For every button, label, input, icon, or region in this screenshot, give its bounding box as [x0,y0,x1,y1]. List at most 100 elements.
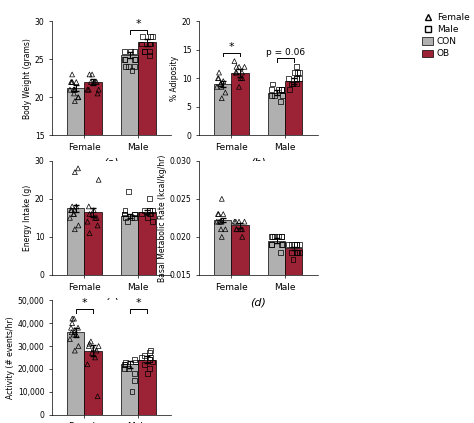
Point [278,241,286,248]
Point [87,79,95,85]
Bar [138,360,155,415]
Point [68,79,75,85]
Point [137,211,145,217]
Point [74,94,82,101]
Point [130,63,138,70]
Point [268,241,275,248]
Point [218,83,225,90]
Point [215,211,222,217]
Point [90,207,98,214]
Point [293,249,301,255]
Text: *: * [82,299,87,308]
Bar [214,220,231,389]
Point [68,203,76,210]
Point [147,33,155,40]
Bar [67,88,84,250]
Point [235,218,243,225]
Point [292,75,300,82]
Point [213,83,221,90]
Point [232,218,239,225]
Point [93,214,100,221]
Point [88,211,96,217]
Point [276,98,284,104]
Point [120,56,128,63]
Point [128,67,136,74]
Point [141,361,148,368]
Point [237,75,245,82]
Y-axis label: Energy Intake (g): Energy Intake (g) [23,185,32,251]
Point [222,89,229,96]
Point [238,69,246,76]
Point [291,69,298,76]
Point [95,176,102,183]
Y-axis label: Basal Metabolic Rate (kcal/kg/hr): Basal Metabolic Rate (kcal/kg/hr) [158,154,167,282]
Point [95,86,102,93]
Point [121,361,129,368]
Point [235,83,243,90]
Point [67,207,75,214]
Point [296,69,303,76]
Point [295,249,303,255]
Point [70,211,78,217]
Point [85,203,92,210]
Point [284,75,292,82]
Point [238,226,246,233]
Y-axis label: % Adiposity: % Adiposity [170,56,179,101]
Point [120,211,128,217]
Point [277,86,285,93]
Point [289,256,297,263]
Point [71,98,79,104]
Point [131,370,138,377]
Point [69,79,76,85]
Text: *: * [136,19,141,29]
Point [268,92,275,99]
Point [71,327,79,333]
Point [296,241,303,248]
Point [74,165,82,172]
Point [146,207,154,214]
Point [95,343,102,349]
Point [214,75,222,82]
Point [148,218,156,225]
Point [71,226,79,233]
Point [146,41,154,47]
Point [94,222,101,229]
Point [84,361,91,368]
Point [238,233,246,240]
Point [217,80,225,87]
Point [73,203,80,210]
Point [125,365,133,372]
Point [147,211,155,217]
Point [70,211,77,217]
Point [71,347,79,354]
Point [137,354,145,361]
Point [238,75,246,82]
X-axis label: (b): (b) [250,157,266,168]
Point [232,69,239,76]
Bar [84,212,102,275]
Point [218,218,225,225]
Point [144,370,151,377]
Point [90,345,98,352]
Bar [231,225,249,389]
Point [271,92,278,99]
Point [141,48,148,55]
Point [130,48,138,55]
Point [128,388,136,395]
Point [147,354,155,361]
Point [217,80,224,87]
Point [289,80,297,87]
Point [69,315,76,322]
Point [86,71,93,78]
Point [214,211,222,217]
Point [85,86,92,93]
Point [233,69,240,76]
Point [293,80,301,87]
Point [66,336,74,343]
Bar [138,212,155,275]
Point [222,226,229,233]
Point [288,80,295,87]
Point [121,207,129,214]
Point [71,329,78,336]
Point [288,241,295,248]
